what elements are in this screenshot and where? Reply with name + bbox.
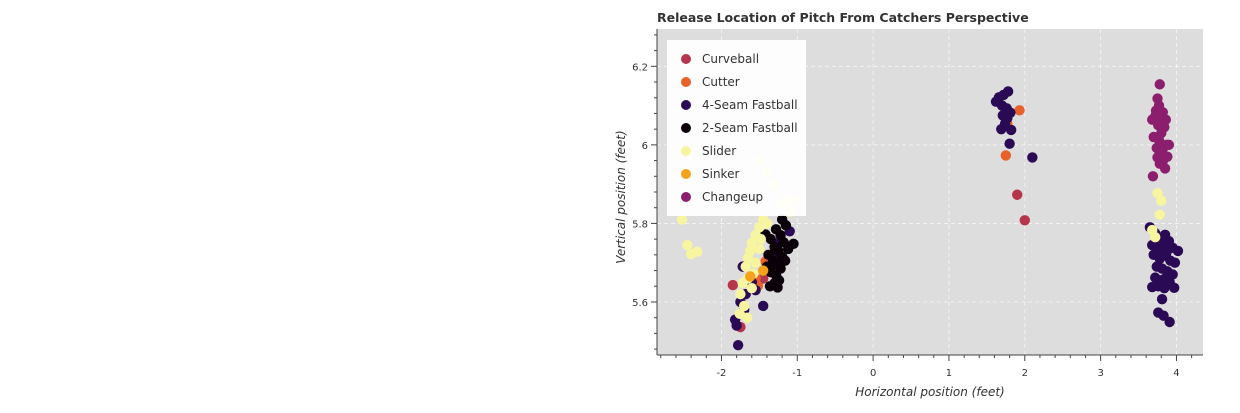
x-axis-label: Horizontal position (feet) [855,385,1005,399]
data-point-changeup [1159,163,1171,174]
data-point-slider [750,257,761,268]
data-point-slider [737,277,748,289]
data-point-curveball [1019,215,1030,226]
data-point-4-seam-fastball [1027,152,1038,163]
data-point-slider [742,252,754,264]
legend-marker [681,54,691,64]
x-tick-label: -2 [716,368,726,379]
data-point-slider [755,233,767,245]
data-point-2-seam-fastball [772,282,783,293]
x-tick-label: 2 [1022,368,1028,379]
legend: Curveball Cutter 4-Seam Fastball 2-Seam Fas… [667,40,806,216]
chart-title: Release Location of Pitch From Catchers … [657,10,1029,25]
data-point-slider [735,288,746,300]
data-point-curveball [757,273,769,284]
data-point-cutter [1014,105,1025,116]
data-point-2-seam-fastball [780,220,792,231]
data-point-changeup [1147,171,1159,182]
data-point-slider [742,312,753,323]
data-point-4-seam-fastball [1169,257,1181,268]
legend-label: 2-Seam Fastball [702,121,798,135]
data-point-slider [746,283,757,294]
y-axis-label: Vertical position (feet) [614,130,628,263]
x-tick-label: 1 [946,368,952,379]
legend-marker [681,100,691,110]
legend-marker [681,146,691,156]
y-tick-label: 6.2 [632,62,648,73]
data-point-sinker [757,265,769,276]
data-point-sinker [745,271,756,282]
data-point-cutter [1000,150,1012,161]
data-point-slider [754,243,765,255]
legend-marker [681,77,691,87]
data-point-slider [739,300,750,312]
y-tick-label: 5.6 [632,298,648,309]
data-point-curveball [727,279,739,291]
legend-marker [681,123,691,133]
data-point-curveball [1012,189,1023,200]
legend-label: Sinker [702,167,739,181]
data-point-2-seam-fastball [779,255,791,266]
data-point-4-seam-fastball [732,339,744,351]
data-point-4-seam-fastball [1156,294,1168,305]
data-point-changeup [1163,139,1175,151]
data-point-4-seam-fastball [1172,245,1184,257]
data-point-4-seam-fastball [996,123,1007,135]
x-tick-label: 3 [1097,368,1103,379]
legend-label: Changeup [702,190,763,204]
data-point-changeup [1156,127,1167,139]
data-point-changeup [1154,79,1165,90]
data-point-slider [1150,231,1161,243]
data-point-4-seam-fastball [1164,316,1175,328]
data-point-4-seam-fastball [1005,124,1017,136]
data-point-4-seam-fastball [1146,281,1158,293]
data-point-slider [740,261,751,272]
data-point-slider [682,239,693,251]
data-point-4-seam-fastball [1161,246,1172,258]
data-point-slider [1154,209,1165,220]
x-tick-label: 0 [870,368,876,379]
data-point-4-seam-fastball [1159,283,1170,294]
data-point-slider [1156,195,1167,206]
y-tick-label: 6 [642,141,648,152]
legend-label: Slider [702,144,736,158]
legend-marker [681,192,691,202]
data-point-4-seam-fastball [1004,138,1015,149]
data-point-4-seam-fastball [1168,282,1180,294]
legend-label: Cutter [702,75,740,89]
y-tick-label: 5.8 [632,219,648,230]
axes: -2 -1 0 1 2 3 4 5.6 5.8 6 6.2 [632,29,1203,379]
legend-marker [681,169,691,179]
data-point-slider [676,214,688,225]
data-point-slider [761,218,773,229]
legend-label: 4-Seam Fastball [702,98,798,112]
x-tick-label: -1 [792,368,802,379]
data-point-slider [746,237,757,249]
data-point-4-seam-fastball [757,300,769,312]
x-tick-label: 4 [1173,368,1179,379]
data-point-slider [691,246,703,257]
data-point-2-seam-fastball [782,243,794,255]
legend-label: Curveball [702,52,759,66]
